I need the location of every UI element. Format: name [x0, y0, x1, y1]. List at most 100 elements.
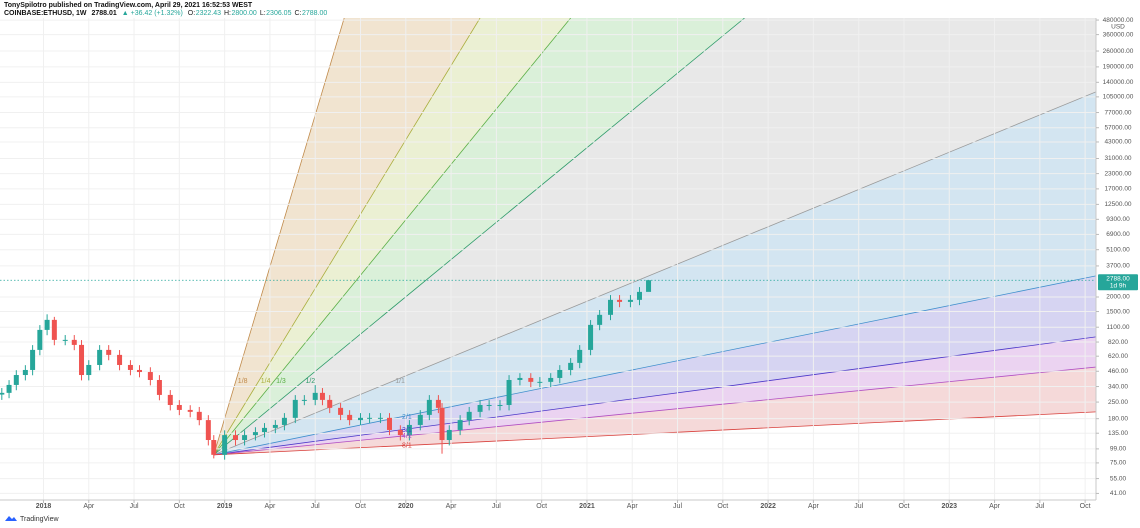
- candle-body: [636, 291, 642, 300]
- candle-body: [377, 417, 383, 419]
- candle-body: [435, 399, 441, 408]
- candle-body: [646, 280, 652, 292]
- y-tick-label: 105000.00: [1103, 94, 1134, 101]
- gann-fan: [213, 18, 1096, 456]
- candle-body: [147, 372, 153, 380]
- candle-body: [597, 314, 603, 325]
- x-tick-label: Apr: [989, 503, 1001, 510]
- fan-line: [213, 18, 745, 456]
- symbol: COINBASE:ETHUSD, 1W: [4, 10, 87, 17]
- source-note: TonySpilotro published on TradingView.co…: [4, 2, 253, 9]
- x-tick-label: Oct: [899, 503, 910, 510]
- candle-body: [568, 362, 574, 370]
- candle-body: [528, 377, 534, 382]
- x-tick-label: Apr: [83, 503, 95, 510]
- candle-body: [211, 440, 217, 455]
- fan-label: 4/1: [402, 433, 412, 440]
- y-tick-label: 23000.00: [1104, 170, 1131, 177]
- candle-body: [347, 414, 353, 421]
- y-tick-label: 480000.00: [1103, 17, 1134, 24]
- candle-body: [338, 407, 344, 415]
- candle-body: [117, 354, 123, 365]
- candles: [0, 279, 652, 460]
- candle-body: [301, 399, 307, 401]
- candle-body: [588, 324, 594, 350]
- candle-body: [71, 339, 77, 345]
- y-tick-label: 135.00: [1108, 430, 1128, 437]
- y-tick-label: 75.00: [1110, 460, 1127, 467]
- quote-value: 2788.00: [302, 10, 327, 17]
- candle-body: [37, 329, 43, 350]
- x-tick-label: Oct: [174, 503, 185, 510]
- y-tick-label: 5100.00: [1106, 246, 1130, 253]
- quote-label: H:: [224, 10, 231, 17]
- candle-body: [79, 344, 85, 376]
- candle-body: [242, 435, 248, 441]
- candle-body: [358, 417, 364, 421]
- candle-body: [312, 392, 318, 400]
- fan-label: 1/3: [276, 378, 286, 385]
- change: ▲ +36.42 (+1.32%): [122, 10, 183, 17]
- price-box: [1098, 274, 1138, 291]
- candle-body: [6, 384, 12, 393]
- candle-body: [233, 435, 239, 441]
- candle-body: [156, 379, 162, 395]
- candle-body: [386, 417, 392, 430]
- candle-body: [557, 369, 563, 378]
- candle-body: [457, 420, 463, 430]
- y-tick-label: 77000.00: [1104, 109, 1131, 116]
- candle-body: [261, 427, 267, 433]
- x-tick-label: Apr: [808, 503, 820, 510]
- y-tick-label: 6900.00: [1106, 231, 1130, 238]
- fan-label: 8/1: [402, 443, 412, 450]
- y-tick-label: 190000.00: [1103, 64, 1134, 71]
- candle-body: [51, 319, 57, 340]
- candle-body: [62, 339, 68, 341]
- candle-body: [127, 364, 133, 370]
- fan-label: 1/2: [305, 378, 315, 385]
- x-tick-label: Jul: [1035, 503, 1044, 510]
- candle-body: [281, 417, 287, 425]
- quote-value: 2800.00: [232, 10, 257, 17]
- y-tick-label: 41.00: [1110, 490, 1127, 497]
- x-tick-label: Jul: [854, 503, 863, 510]
- y-tick-label: 43000.00: [1104, 139, 1131, 146]
- last-price-text: 2788.01: [91, 10, 116, 17]
- candle-body: [607, 299, 613, 315]
- axes: 480000.00 360000.00 260000.00 190000.00 1400…: [0, 17, 1134, 510]
- x-tick-label: Apr: [264, 503, 276, 510]
- grid: [0, 18, 1096, 500]
- quote-line: COINBASE:ETHUSD, 1W 2788.01 ▲ +36.42 (+1.3…: [4, 10, 327, 17]
- x-tick-label: Jul: [130, 503, 139, 510]
- y-tick-label: 3700.00: [1106, 263, 1130, 270]
- x-tick-label: 2022: [760, 503, 776, 510]
- y-tick-label: 1500.00: [1106, 308, 1130, 315]
- candle-body: [327, 399, 333, 408]
- candle-body: [187, 409, 193, 412]
- y-tick-label: 340.00: [1108, 383, 1128, 390]
- fan-line: [213, 18, 345, 455]
- countdown: 1d 9h: [1110, 282, 1127, 289]
- fan-label: 1/1: [395, 378, 405, 385]
- candle-body: [439, 407, 445, 441]
- candle-body: [497, 404, 503, 406]
- y-tick-label: 140000.00: [1103, 79, 1134, 86]
- candle-body: [477, 404, 483, 412]
- x-tick-label: Jul: [492, 503, 501, 510]
- candle-body: [486, 404, 492, 406]
- price-box-label: 2788.00: [1106, 275, 1130, 282]
- fan-label: 1/8: [238, 378, 248, 385]
- y-tick-label: 360000.00: [1103, 31, 1134, 38]
- x-tick-label: Jul: [311, 503, 320, 510]
- fan-label: 3/1: [402, 427, 412, 434]
- y-tick-label: 12500.00: [1104, 201, 1131, 208]
- x-tick-label: 2023: [941, 503, 957, 510]
- candle-body: [0, 392, 5, 395]
- x-tick-label: Apr: [627, 503, 639, 510]
- y-tick-label: 99.00: [1110, 446, 1127, 453]
- x-tick-label: Oct: [536, 503, 547, 510]
- x-tick-label: 2021: [579, 503, 595, 510]
- candle-body: [397, 429, 403, 436]
- x-tick-label: Apr: [446, 503, 458, 510]
